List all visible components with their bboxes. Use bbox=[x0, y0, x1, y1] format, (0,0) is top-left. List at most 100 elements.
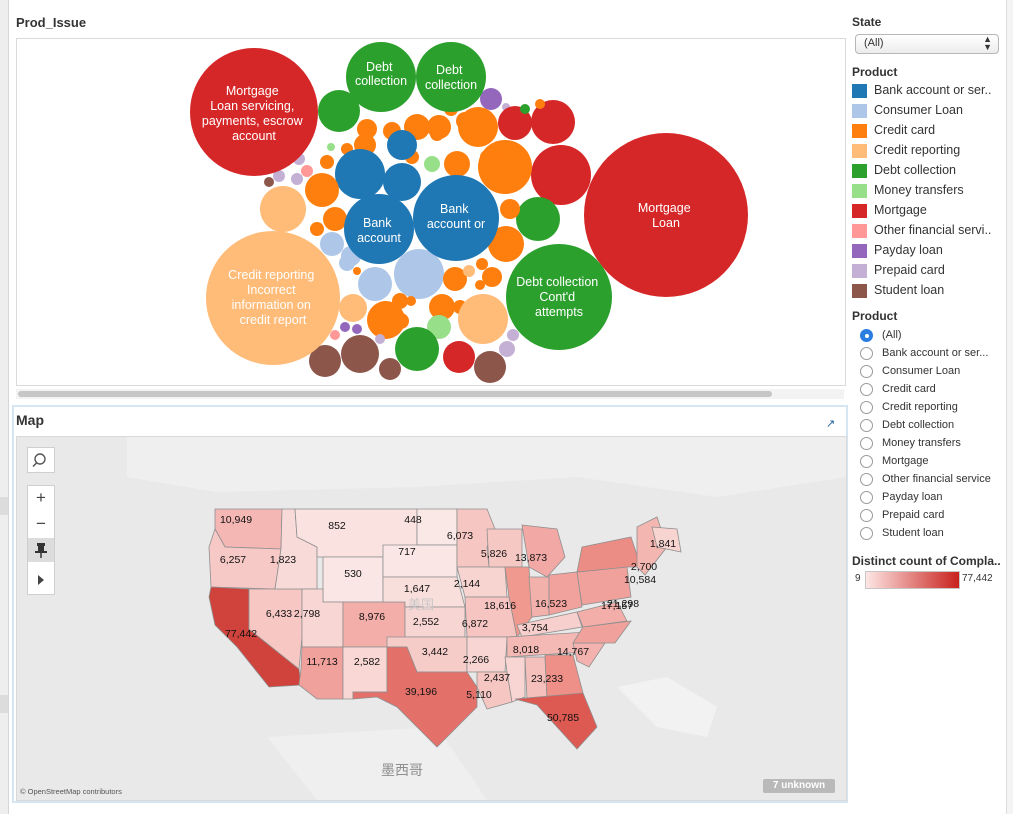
bubble-mortgage-loan[interactable] bbox=[584, 133, 748, 297]
radio-button[interactable] bbox=[860, 329, 873, 342]
bubble[interactable] bbox=[335, 149, 385, 199]
bubble[interactable] bbox=[341, 335, 379, 373]
radio-button[interactable] bbox=[860, 527, 873, 540]
bubble[interactable] bbox=[260, 186, 306, 232]
bubble[interactable] bbox=[500, 199, 520, 219]
bubble[interactable] bbox=[395, 327, 439, 371]
bubble[interactable] bbox=[352, 324, 362, 334]
bubble[interactable] bbox=[443, 341, 475, 373]
bubble[interactable] bbox=[301, 165, 313, 177]
bubble[interactable] bbox=[406, 296, 416, 306]
bubble[interactable] bbox=[394, 249, 444, 299]
bubble[interactable] bbox=[443, 267, 467, 291]
radio-button[interactable] bbox=[860, 437, 873, 450]
radio-button[interactable] bbox=[860, 383, 873, 396]
state-ny[interactable] bbox=[576, 536, 642, 573]
bubble-mortgage-loan-servicing[interactable] bbox=[190, 48, 318, 176]
state-tx[interactable] bbox=[352, 646, 478, 748]
bubble[interactable] bbox=[535, 99, 545, 109]
bubble[interactable] bbox=[387, 130, 417, 160]
bubble[interactable] bbox=[375, 334, 385, 344]
bubble[interactable] bbox=[498, 106, 532, 140]
bubble[interactable] bbox=[531, 145, 591, 205]
bubble-bank-account-2[interactable] bbox=[413, 175, 499, 261]
radio-button[interactable] bbox=[860, 491, 873, 504]
bubble[interactable] bbox=[309, 345, 341, 377]
bubble[interactable] bbox=[463, 265, 475, 277]
bubble[interactable] bbox=[383, 163, 421, 201]
radio-button[interactable] bbox=[860, 419, 873, 432]
state-me[interactable] bbox=[651, 526, 682, 553]
bubble[interactable] bbox=[476, 258, 488, 270]
state-mi[interactable] bbox=[521, 524, 566, 578]
radio-button[interactable] bbox=[860, 455, 873, 468]
radio-button[interactable] bbox=[860, 473, 873, 486]
bubble[interactable] bbox=[531, 100, 575, 144]
state-in[interactable] bbox=[528, 576, 550, 618]
bubble[interactable] bbox=[323, 207, 347, 231]
state-ky[interactable] bbox=[516, 611, 583, 638]
bubble[interactable] bbox=[480, 88, 502, 110]
bubble[interactable] bbox=[367, 301, 405, 339]
bubble[interactable] bbox=[353, 267, 361, 275]
bubble[interactable] bbox=[310, 222, 324, 236]
bubble[interactable] bbox=[318, 90, 360, 132]
state-la[interactable] bbox=[476, 671, 513, 710]
bubble[interactable] bbox=[273, 170, 285, 182]
state-select[interactable]: (All) ▲ ▼ bbox=[855, 34, 999, 54]
bubble[interactable] bbox=[330, 330, 340, 340]
state-va[interactable] bbox=[576, 601, 628, 628]
bubble-debt-collection-1[interactable] bbox=[346, 42, 416, 112]
bubble[interactable] bbox=[320, 155, 334, 169]
map-attribution[interactable]: © OpenStreetMap contributors bbox=[20, 787, 122, 796]
scrollbar-thumb[interactable] bbox=[18, 391, 772, 397]
bubble[interactable] bbox=[507, 329, 519, 341]
bubble[interactable] bbox=[340, 322, 350, 332]
unknown-badge[interactable]: 7 unknown bbox=[763, 779, 835, 793]
bubble[interactable] bbox=[357, 119, 377, 139]
bubble-credit-reporting[interactable] bbox=[206, 231, 340, 365]
bubble[interactable] bbox=[493, 153, 501, 161]
bubble[interactable] bbox=[339, 294, 367, 322]
bubble[interactable] bbox=[429, 294, 455, 320]
bubble[interactable] bbox=[444, 151, 470, 177]
bubble[interactable] bbox=[427, 315, 451, 339]
bubble[interactable] bbox=[424, 156, 440, 172]
pin-button[interactable] bbox=[28, 538, 54, 562]
bubble[interactable] bbox=[478, 140, 532, 194]
zoom-out-button[interactable]: − bbox=[36, 514, 46, 533]
bubble[interactable] bbox=[516, 197, 560, 241]
bubble[interactable] bbox=[458, 107, 498, 147]
bubble-bank-account-1[interactable] bbox=[344, 194, 414, 264]
external-link-icon[interactable]: ↗ bbox=[826, 418, 836, 430]
radio-button[interactable] bbox=[860, 509, 873, 522]
radio-button[interactable] bbox=[860, 347, 873, 360]
bubble[interactable] bbox=[520, 104, 530, 114]
bubble[interactable] bbox=[458, 294, 508, 344]
map-canvas[interactable]: 10,949 6,257 1,823 852 448 6,073 5,826 13,873 1,… bbox=[16, 436, 847, 801]
bubble[interactable] bbox=[499, 341, 515, 357]
bubble-chart-scrollbar[interactable] bbox=[16, 389, 844, 399]
radio-button[interactable] bbox=[860, 365, 873, 378]
bubble[interactable] bbox=[264, 177, 274, 187]
bubble[interactable] bbox=[427, 115, 451, 139]
bubble[interactable] bbox=[291, 173, 303, 185]
bubble-debt-collection-2[interactable] bbox=[416, 42, 486, 112]
state-fl[interactable] bbox=[514, 692, 598, 750]
bubble[interactable] bbox=[379, 358, 401, 380]
bubble[interactable] bbox=[488, 226, 524, 262]
map-search-tool[interactable] bbox=[27, 447, 55, 473]
state-sd[interactable] bbox=[382, 544, 458, 578]
bubble[interactable] bbox=[327, 143, 335, 151]
bubble[interactable] bbox=[480, 150, 494, 164]
state-nm[interactable] bbox=[342, 646, 388, 700]
bubble[interactable] bbox=[482, 267, 502, 287]
bubble[interactable] bbox=[320, 232, 344, 256]
bubble[interactable] bbox=[339, 255, 355, 271]
prod-issue-bubble-chart[interactable]: Mortgage Loan servicing, payments, escro… bbox=[16, 38, 846, 386]
radio-button[interactable] bbox=[860, 401, 873, 414]
bubble[interactable] bbox=[474, 351, 506, 383]
play-button[interactable] bbox=[28, 568, 54, 592]
bubble[interactable] bbox=[358, 267, 392, 301]
zoom-in-button[interactable]: + bbox=[36, 488, 46, 507]
